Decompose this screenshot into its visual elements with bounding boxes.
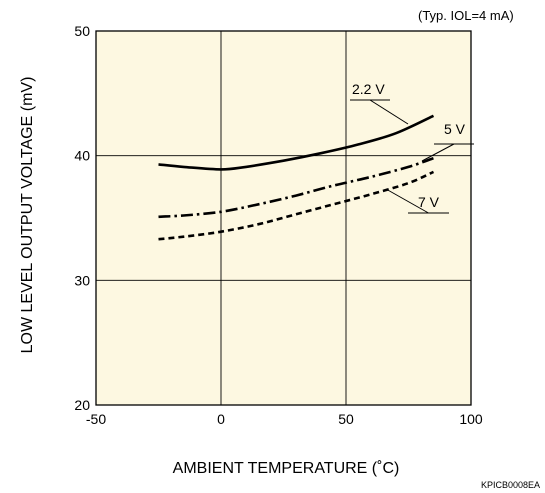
series-label: 5 V [444,121,466,137]
y-tick-label: 40 [74,148,90,164]
figure-code: KPICB0008EA [481,480,540,490]
series-line [158,114,435,171]
series-labels: 2.2 V 5 V 7 V [350,81,474,214]
plot-frame [95,30,472,406]
x-axis-label: AMBIENT TEMPERATURE (˚C) [173,460,400,477]
plot-area [96,31,471,405]
tick-labels: -50 0 50 100 20 30 40 50 [74,23,482,427]
series-leader-line [369,99,409,125]
series-label: 7 V [418,194,440,210]
x-tick-label: 0 [217,411,225,427]
y-tick-label: 50 [74,23,90,39]
y-tick-label: 20 [74,397,90,413]
condition-note: (Typ. IOL=4 mA) [418,8,514,23]
y-tick-label: 30 [74,272,90,288]
grid-lines [96,31,471,405]
series-leader-line [385,188,429,214]
series-leader-line [421,143,455,162]
x-tick-label: 100 [459,411,483,427]
y-axis-label: LOW LEVEL OUTPUT VOLTAGE (mV) [19,77,36,354]
series-line [158,170,435,241]
x-tick-label: -50 [86,411,106,427]
series-label: 2.2 V [352,81,385,97]
series-line [158,156,434,219]
series-layer [158,114,435,241]
x-tick-label: 50 [338,411,354,427]
